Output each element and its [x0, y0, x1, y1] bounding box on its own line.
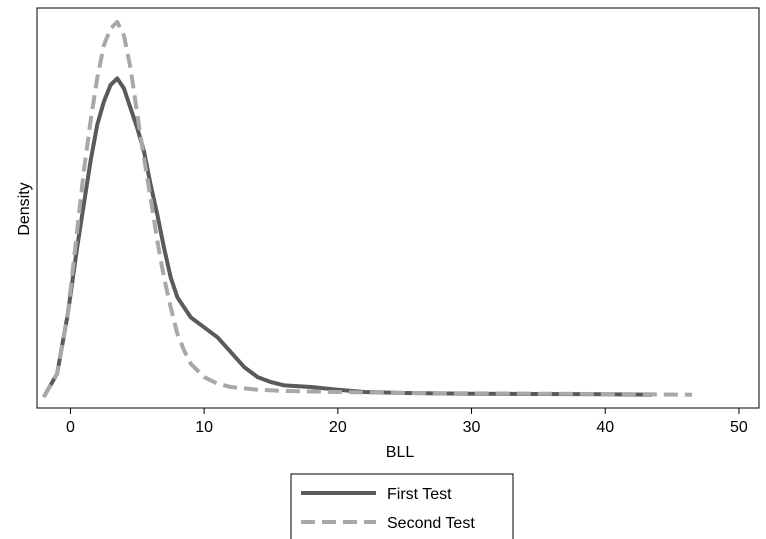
- y-axis-title: Density: [16, 182, 33, 235]
- plot-frame: [36, 7, 760, 409]
- legend-label-second-test: Second Test: [387, 515, 475, 532]
- series-line-second-test: [41, 20, 693, 399]
- x-tick-label-10: 10: [195, 419, 213, 436]
- x-tick-label-30: 30: [463, 419, 481, 436]
- x-tick-label-40: 40: [596, 419, 614, 436]
- x-tick-label-20: 20: [329, 419, 347, 436]
- x-axis-title: BLL: [386, 444, 415, 461]
- legend-box: [290, 473, 514, 539]
- legend: First Test Second Test: [290, 473, 514, 539]
- x-tick-group: 0 10 20 30 40 50: [66, 408, 748, 436]
- x-tick-label-0: 0: [66, 419, 75, 436]
- legend-label-first-test: First Test: [387, 486, 452, 503]
- series-layer: [41, 20, 693, 399]
- series-line-first-test: [41, 76, 653, 399]
- x-tick-label-50: 50: [730, 419, 748, 436]
